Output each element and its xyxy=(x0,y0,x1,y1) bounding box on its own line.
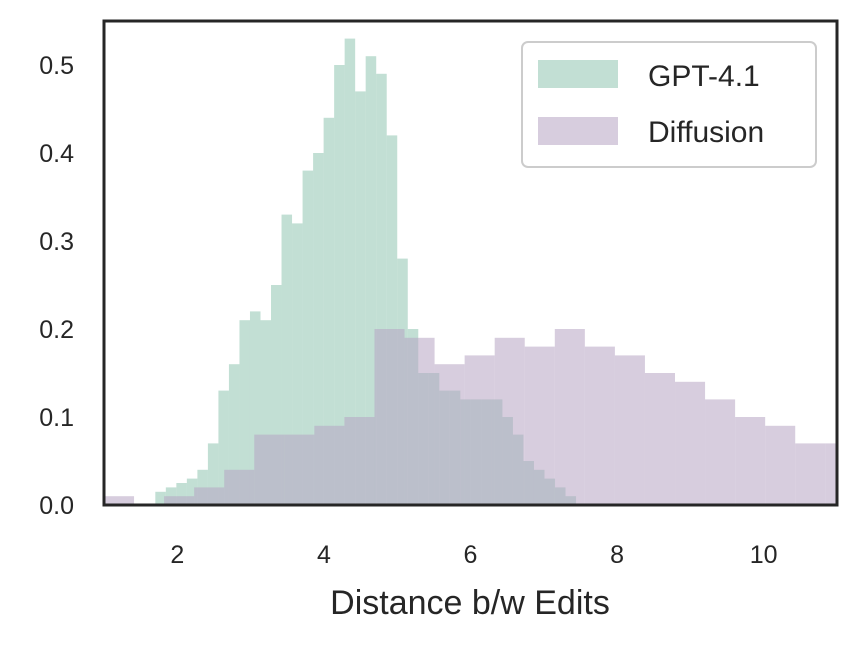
legend-swatch-diffusion xyxy=(538,117,618,145)
bar-gpt-4-1 xyxy=(281,214,293,505)
bars-layer xyxy=(104,38,837,506)
x-axis-title: Distance b/w Edits xyxy=(330,584,610,622)
bar-diffusion xyxy=(104,496,135,505)
y-axis-ticks: 0.0 0.1 0.2 0.3 0.4 0.5 xyxy=(39,52,74,520)
bar-diffusion xyxy=(404,337,435,505)
legend: GPT-4.1 Diffusion xyxy=(521,41,817,168)
x-tick-label: 8 xyxy=(610,541,624,569)
legend-label-gpt41: GPT-4.1 xyxy=(648,60,760,93)
bar-gpt-4-1 xyxy=(155,491,166,505)
bar-gpt-4-1 xyxy=(186,478,198,505)
bar-diffusion xyxy=(735,417,766,505)
bar-diffusion xyxy=(374,329,405,505)
bar-gpt-4-1 xyxy=(292,223,303,505)
bar-diffusion xyxy=(524,346,555,505)
y-tick-label: 0.2 xyxy=(39,316,74,344)
bar-gpt-4-1 xyxy=(239,320,250,505)
bar-gpt-4-1 xyxy=(176,483,187,505)
bar-diffusion xyxy=(825,443,837,505)
bar-gpt-4-1 xyxy=(355,91,366,506)
x-tick-label: 2 xyxy=(170,541,184,569)
x-tick-label: 6 xyxy=(464,541,478,569)
bar-gpt-4-1 xyxy=(334,65,345,505)
x-axis-ticks: 2 4 6 8 10 xyxy=(170,541,777,569)
legend-swatch-gpt41 xyxy=(538,60,618,88)
y-tick-label: 0.3 xyxy=(39,228,74,256)
y-tick-label: 0.0 xyxy=(39,492,74,520)
bar-gpt-4-1 xyxy=(207,443,219,505)
x-tick-label: 4 xyxy=(317,541,331,569)
bar-diffusion xyxy=(494,337,525,505)
bar-diffusion xyxy=(675,381,706,505)
bar-diffusion xyxy=(164,496,195,505)
legend-label-diffusion: Diffusion xyxy=(648,116,764,149)
bar-diffusion xyxy=(614,355,645,505)
y-tick-label: 0.4 xyxy=(39,140,74,168)
x-tick-label: 10 xyxy=(750,541,778,569)
bar-gpt-4-1 xyxy=(249,311,261,505)
bar-diffusion xyxy=(344,417,375,505)
bar-diffusion xyxy=(765,425,796,505)
bar-gpt-4-1 xyxy=(386,135,398,505)
bar-diffusion xyxy=(795,443,826,505)
bar-diffusion xyxy=(554,329,585,505)
bar-gpt-4-1 xyxy=(313,153,324,505)
bar-gpt-4-1 xyxy=(302,170,314,505)
bar-diffusion xyxy=(584,346,615,505)
bar-diffusion xyxy=(284,434,315,505)
bar-diffusion xyxy=(434,364,465,505)
bar-diffusion xyxy=(705,399,736,505)
plot-frame xyxy=(102,19,839,507)
bar-diffusion xyxy=(194,487,225,505)
bar-diffusion xyxy=(254,434,285,505)
bar-gpt-4-1 xyxy=(365,56,377,505)
bar-gpt-4-1 xyxy=(344,38,356,505)
y-tick-label: 0.5 xyxy=(39,52,74,80)
bar-diffusion xyxy=(224,469,255,505)
bar-gpt-4-1 xyxy=(271,285,282,505)
bar-diffusion xyxy=(464,355,495,505)
bar-diffusion xyxy=(314,425,345,505)
y-tick-label: 0.1 xyxy=(39,404,74,432)
bar-gpt-4-1 xyxy=(260,320,272,505)
bar-gpt-4-1 xyxy=(376,73,387,506)
bar-gpt-4-1 xyxy=(228,364,240,505)
bar-gpt-4-1 xyxy=(218,390,229,505)
bar-gpt-4-1 xyxy=(323,117,335,506)
bar-diffusion xyxy=(644,373,675,505)
